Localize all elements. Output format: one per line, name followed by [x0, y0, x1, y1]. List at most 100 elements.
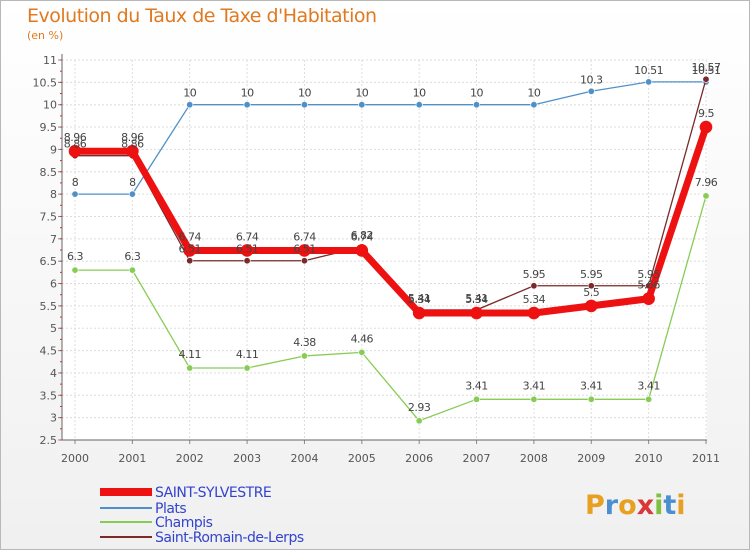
- data-label: 5.34: [523, 293, 546, 306]
- data-point: [702, 75, 710, 83]
- data-point: [240, 244, 254, 257]
- series-line-plats: [75, 81, 706, 195]
- data-label: 10: [298, 87, 311, 100]
- y-tick-label: 5: [50, 322, 57, 335]
- y-tick-label: 8: [50, 188, 57, 201]
- data-label: 8: [72, 176, 79, 189]
- data-point: [298, 244, 311, 257]
- chart-subtitle: (en %): [27, 29, 64, 42]
- page-title: Evolution du Taux de Taxe d'Habitation: [27, 5, 377, 27]
- data-label: 5.5: [583, 286, 599, 299]
- data-point: [645, 395, 653, 403]
- x-tick-label: 2008: [520, 452, 548, 465]
- data-label: 10: [470, 87, 483, 100]
- data-point: [186, 101, 194, 109]
- data-point: [702, 192, 710, 200]
- data-point: [587, 282, 595, 290]
- data-point: [412, 306, 426, 320]
- data-label: 8.86: [121, 138, 144, 151]
- data-point: [128, 266, 136, 274]
- y-tick-label: 2.5: [40, 434, 58, 447]
- data-point: [183, 244, 197, 257]
- data-label: 8.96: [121, 131, 144, 144]
- data-label: 5.41: [408, 292, 431, 305]
- x-tick-label: 2001: [118, 452, 146, 465]
- y-tick-label: 7: [50, 233, 57, 246]
- data-point: [71, 266, 79, 274]
- y-tick-label: 5.5: [40, 300, 58, 313]
- data-point: [186, 364, 194, 372]
- data-label: 4.38: [293, 336, 316, 349]
- data-point: [587, 395, 595, 403]
- y-tick-label: 4.5: [40, 345, 58, 358]
- data-label: 3.41: [580, 379, 603, 392]
- data-label: 10.3: [580, 73, 603, 86]
- data-label: 10.51: [634, 64, 663, 77]
- y-tick-label: 10.5: [33, 76, 58, 89]
- data-point: [530, 282, 538, 290]
- data-label: 4.11: [178, 348, 201, 361]
- data-label: 8.86: [64, 138, 87, 151]
- data-point: [68, 144, 82, 158]
- data-point: [645, 78, 653, 86]
- data-label: 4.11: [236, 348, 259, 361]
- data-label: 7.96: [695, 176, 718, 189]
- data-point: [530, 101, 538, 109]
- data-point: [300, 352, 308, 360]
- legend-label: Plats: [155, 501, 186, 517]
- data-label: 4.46: [351, 332, 374, 345]
- data-label: 10: [183, 87, 196, 100]
- data-point: [527, 306, 541, 320]
- data-label: 10: [527, 87, 540, 100]
- x-tick-label: 2010: [635, 452, 663, 465]
- data-label: 8: [129, 176, 136, 189]
- data-point: [243, 364, 251, 372]
- data-point: [470, 306, 483, 320]
- data-label: 10.51: [692, 64, 721, 77]
- data-point: [473, 395, 481, 403]
- data-point: [699, 120, 713, 134]
- data-label: 5.66: [637, 279, 660, 292]
- x-tick-label: 2005: [348, 452, 376, 465]
- data-point: [358, 348, 366, 356]
- x-tick-label: 2009: [577, 452, 605, 465]
- data-point: [358, 101, 366, 109]
- data-label: 3.41: [523, 379, 546, 392]
- y-tick-label: 9: [50, 143, 57, 156]
- y-tick-label: 10: [43, 99, 57, 112]
- data-label: 10: [413, 87, 426, 100]
- data-label: 6.74: [236, 230, 259, 243]
- x-tick-label: 2007: [463, 452, 491, 465]
- data-point: [243, 257, 251, 265]
- data-label: 6.74: [178, 230, 201, 243]
- data-label: 3.41: [465, 379, 488, 392]
- data-label: 8.96: [64, 131, 87, 144]
- data-point: [126, 144, 139, 158]
- data-label: 5.95: [523, 268, 546, 281]
- y-tick-label: 3.5: [40, 389, 58, 402]
- data-label: 5.95: [637, 268, 660, 281]
- y-tick-label: 8.5: [40, 166, 58, 179]
- data-label: 6.51: [293, 243, 316, 256]
- data-point: [584, 299, 598, 313]
- data-point: [587, 87, 595, 95]
- series-line-champis: [75, 195, 707, 422]
- legend-label: SAINT-SYLVESTRE: [155, 485, 271, 501]
- data-label: 6.82: [351, 229, 374, 242]
- y-tick-label: 6.5: [40, 255, 58, 268]
- data-label: 5.95: [580, 268, 603, 281]
- x-tick-label: 2004: [290, 452, 318, 465]
- y-tick-label: 9.5: [40, 121, 58, 134]
- y-tick-label: 3: [50, 412, 57, 425]
- data-label: 6.3: [124, 250, 140, 263]
- data-point: [355, 244, 369, 257]
- data-point: [415, 417, 423, 425]
- data-point: [300, 257, 308, 265]
- x-tick-label: 2000: [61, 452, 89, 465]
- data-label: 5.34: [465, 293, 488, 306]
- data-point: [186, 257, 194, 265]
- data-label: 6.51: [236, 243, 259, 256]
- data-point: [243, 101, 251, 109]
- plot-area: [62, 60, 707, 440]
